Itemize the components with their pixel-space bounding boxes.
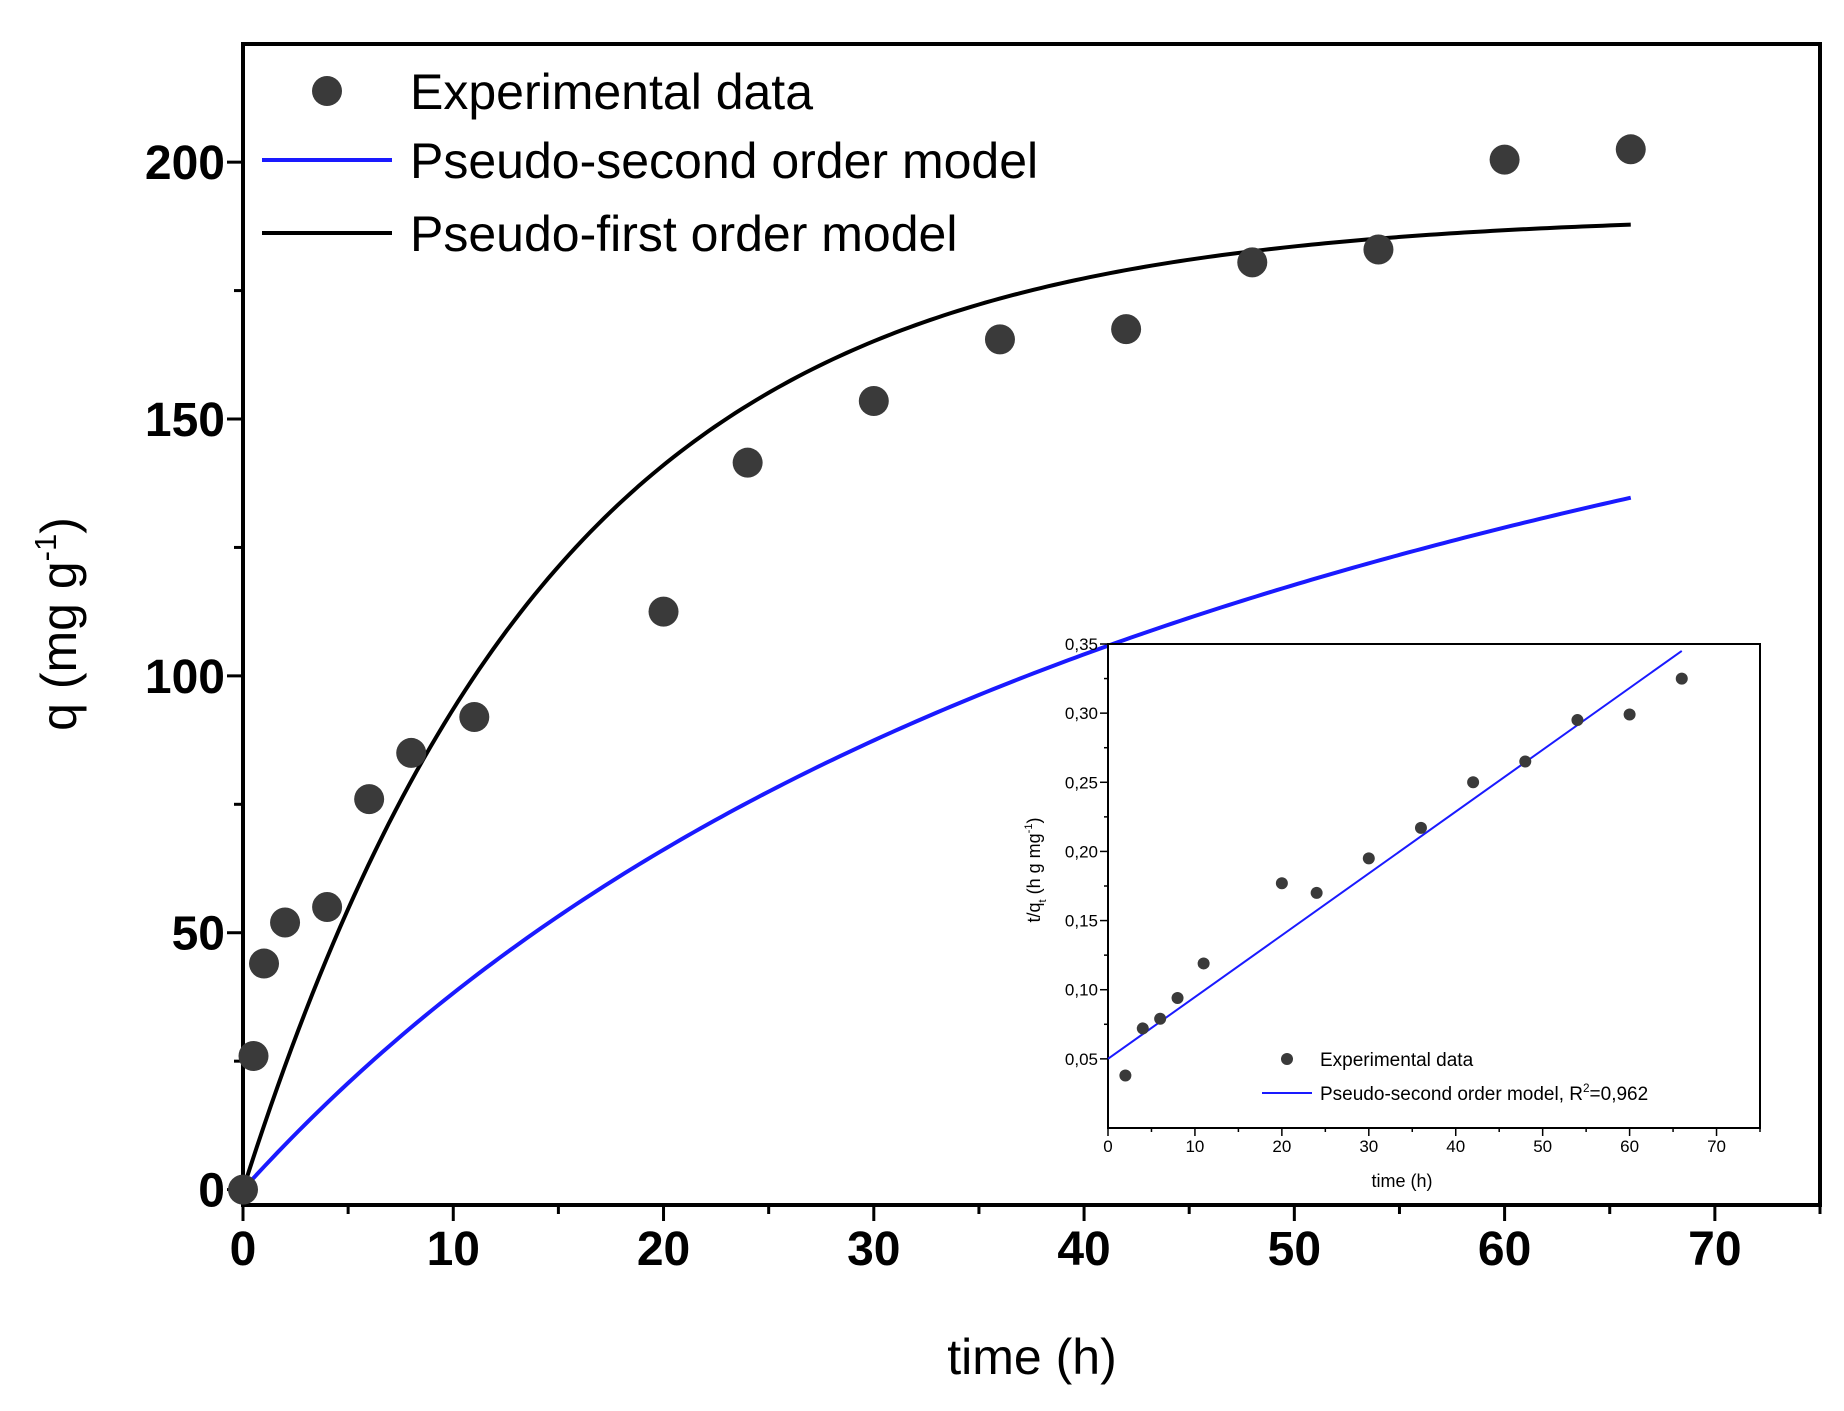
main-y-axis-label: q (mg g-1) — [28, 517, 87, 731]
main-data-points — [228, 134, 1646, 1205]
inset-data-point — [1519, 755, 1532, 768]
inset-x-tick-label: 10 — [1185, 1137, 1204, 1156]
inset-x-tick-label: 50 — [1533, 1137, 1552, 1156]
inset-data-point — [1467, 776, 1480, 789]
inset-data-point — [1171, 992, 1184, 1005]
main-data-point — [459, 701, 490, 732]
legend-experimental-label: Experimental data — [410, 64, 813, 120]
inset-y-tick-label: 0,15 — [1065, 912, 1098, 931]
inset-legend-experimental-label: Experimental data — [1320, 1050, 1474, 1071]
inset-y-axis-label: t/qt (h g mg-1) — [1023, 817, 1049, 922]
main-data-point — [354, 784, 385, 815]
inset-data-point — [1154, 1012, 1167, 1025]
inset-legend: Experimental data Pseudo-second order mo… — [1262, 1050, 1648, 1105]
inset-data-point — [1119, 1069, 1132, 1082]
inset-legend-experimental-marker — [1281, 1053, 1293, 1065]
main-plot-frame — [241, 42, 1822, 1207]
inset-x-tick-label: 40 — [1446, 1137, 1465, 1156]
inset-data-point — [1362, 852, 1375, 865]
main-data-point — [249, 948, 280, 979]
inset-y-tick-label: 0,30 — [1065, 704, 1098, 723]
inset-y-tick-label: 0,10 — [1065, 981, 1098, 1000]
main-y-tick-label: 100 — [145, 651, 225, 704]
main-data-point — [1489, 144, 1520, 175]
main-data-point — [1615, 134, 1646, 165]
inset-y-tick-label: 0,25 — [1065, 773, 1098, 792]
main-data-point — [396, 737, 427, 768]
inset-y-tick-label: 0,05 — [1065, 1050, 1098, 1069]
main-data-point — [1111, 314, 1142, 345]
main-legend: Experimental data Pseudo-second order mo… — [262, 64, 1038, 262]
main-x-tick-label: 20 — [637, 1223, 690, 1276]
main-x-tick-label: 40 — [1057, 1223, 1110, 1276]
main-data-point — [984, 324, 1015, 355]
inset-data-point — [1623, 708, 1636, 721]
inset-y-tick-label: 0,35 — [1065, 635, 1098, 654]
inset-data-point — [1571, 714, 1584, 727]
main-data-point — [1237, 247, 1268, 278]
inset-data-points — [1119, 672, 1688, 1082]
main-x-tick-label: 70 — [1688, 1223, 1741, 1276]
main-data-point — [228, 1174, 258, 1205]
legend-pso-label: Pseudo-second order model — [410, 133, 1038, 189]
inset-tick-labels: 0 10 20 30 40 50 60 70 0,05 0,10 0,15 0,20 0,25 0,30 0… — [1065, 635, 1726, 1156]
main-y-tick-label: 200 — [145, 137, 225, 190]
main-x-tick-label: 10 — [427, 1223, 480, 1276]
inset-data-point — [1275, 877, 1288, 890]
inset-x-tick-label: 20 — [1272, 1137, 1291, 1156]
main-data-point — [238, 1041, 269, 1072]
inset-data-point — [1136, 1022, 1149, 1035]
main-x-tick-label: 60 — [1478, 1223, 1531, 1276]
inset-ticks — [1100, 643, 1761, 1136]
main-y-tick-label: 150 — [145, 394, 225, 447]
main-data-point — [858, 386, 889, 417]
main-x-tick-label: 50 — [1268, 1223, 1321, 1276]
main-data-point — [1363, 234, 1394, 265]
legend-pfo-label: Pseudo-first order model — [410, 206, 957, 262]
main-x-axis-label: time (h) — [947, 1329, 1116, 1385]
inset-pso-fit-line — [1107, 650, 1683, 1060]
inset-data-point — [1675, 672, 1688, 685]
inset-data-point — [1414, 821, 1427, 834]
main-data-point — [648, 596, 679, 627]
main-data-point — [312, 892, 343, 923]
main-data-point — [732, 447, 763, 478]
inset-data-point — [1197, 957, 1210, 970]
main-x-tick-label: 0 — [230, 1223, 257, 1276]
inset-model-line — [1107, 650, 1683, 1060]
main-x-tick-label: 30 — [847, 1223, 900, 1276]
main-y-tick-label: 50 — [172, 908, 225, 961]
inset-legend-pso-label: Pseudo-second order model, R2=0,962 — [1320, 1082, 1648, 1105]
main-pso-curve — [241, 495, 1632, 1191]
main-y-tick-label: 0 — [198, 1165, 225, 1218]
main-model-curves — [241, 222, 1632, 1191]
inset-x-tick-label: 30 — [1359, 1137, 1378, 1156]
inset-x-axis-label: time (h) — [1371, 1171, 1432, 1191]
main-pfo-curve — [241, 222, 1631, 1191]
inset-plot-frame — [1107, 643, 1761, 1129]
inset-y-tick-label: 0,20 — [1065, 842, 1098, 861]
inset-data-point — [1310, 886, 1323, 899]
legend-experimental-marker — [312, 76, 342, 106]
inset-x-tick-label: 70 — [1707, 1137, 1726, 1156]
inset-x-tick-label: 0 — [1103, 1137, 1112, 1156]
main-data-point — [270, 907, 301, 938]
inset-x-tick-label: 60 — [1620, 1137, 1639, 1156]
